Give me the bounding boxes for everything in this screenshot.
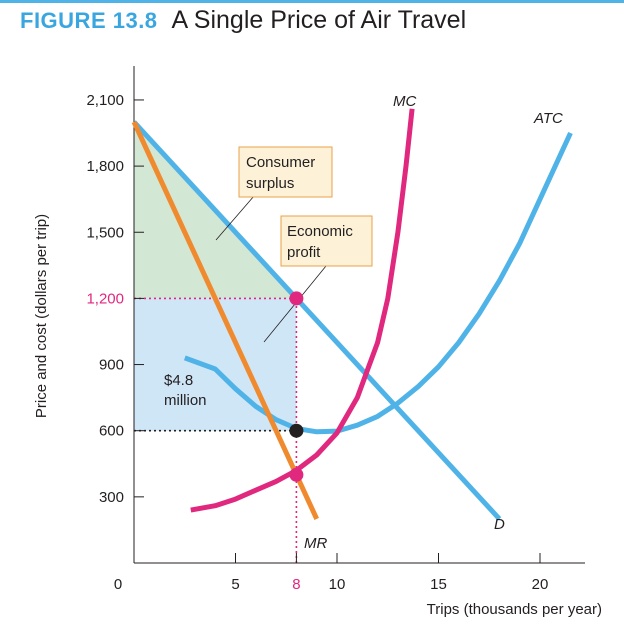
figure-header: FIGURE 13.8 A Single Price of Air Travel — [20, 6, 466, 40]
mc-curve — [190, 108, 415, 513]
y-tick-label: 2,100 — [86, 92, 124, 109]
figure-label: FIGURE 13.8 — [20, 8, 158, 33]
mr-curve — [131, 120, 319, 520]
mc-label: MC — [393, 93, 416, 110]
y-axis-label: Price and cost (dollars per trip) — [33, 214, 50, 418]
axis-labels: Trips (thousands per year) Price and cos… — [33, 214, 602, 618]
series-lines: D ATC MR MC — [131, 93, 573, 552]
atc-label: ATC — [533, 110, 563, 127]
consumer-surplus-box — [238, 146, 333, 198]
ticks: 300 600 900 1,200 1,500 1,800 2,100 0 5 8 10 15 20 — [86, 92, 548, 593]
equilibrium-points — [289, 291, 304, 482]
d-curve — [132, 120, 502, 521]
top-accent-line — [0, 0, 624, 3]
y-tick-label: 1,500 — [86, 224, 124, 241]
y-tick-label: 600 — [99, 423, 124, 440]
consumer-surplus-leader — [215, 195, 255, 241]
economic-profit-box — [280, 215, 373, 267]
callouts: Consumer surplus Economic profit $4.8 mi… — [164, 146, 373, 409]
x-tick-label: 10 — [329, 576, 346, 593]
consumer-surplus-label: Consumer surplus — [246, 154, 319, 192]
mr-label: MR — [304, 535, 327, 552]
y-tick-label: 300 — [99, 489, 124, 506]
x-axis-label: Trips (thousands per year) — [427, 601, 602, 618]
x-tick-label: 0 — [114, 576, 122, 593]
economic-profit-area — [134, 298, 297, 431]
economic-profit-label: Economic profit — [287, 223, 357, 261]
equilibrium-point — [289, 467, 304, 482]
d-label: D — [494, 516, 505, 533]
axes — [133, 66, 585, 564]
equilibrium-point — [289, 423, 304, 438]
x-tick-label: 20 — [532, 576, 549, 593]
y-tick-label: 1,800 — [86, 158, 124, 175]
x-tick-label: 15 — [430, 576, 447, 593]
equilibrium-point — [289, 291, 304, 306]
y-tick-label: 900 — [99, 357, 124, 374]
profit-value-label: $4.8 million — [164, 372, 207, 409]
y-tick-label: 1,200 — [86, 290, 124, 307]
x-tick-label: 8 — [292, 576, 300, 593]
atc-curve — [183, 131, 573, 435]
figure-title: A Single Price of Air Travel — [171, 6, 467, 34]
x-tick-label: 5 — [231, 576, 239, 593]
